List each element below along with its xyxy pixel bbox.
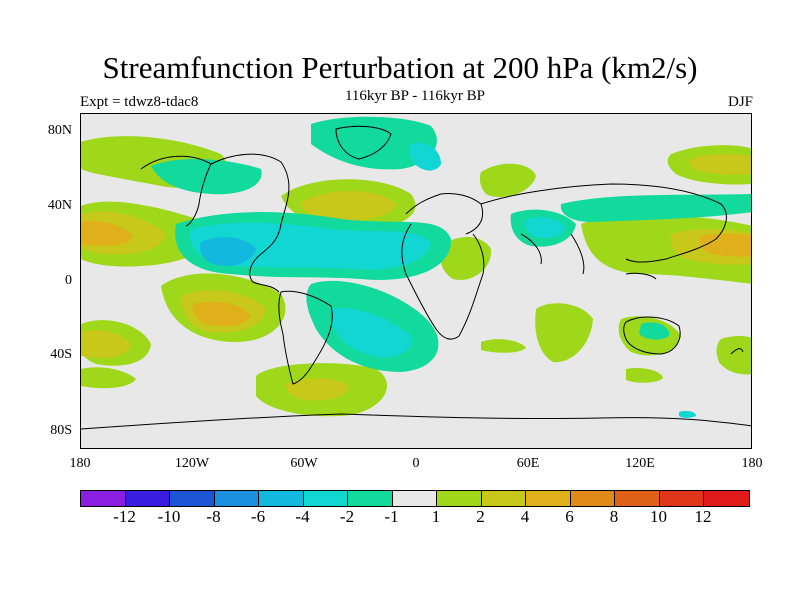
lon-label-60w: 60W (290, 456, 318, 471)
chart-subtitle: 116kyr BP - 116kyr BP (344, 88, 485, 104)
colorbar-label: 6 (565, 507, 574, 526)
colorbar-label: 12 (694, 507, 712, 526)
colorbar-label: -10 (157, 507, 181, 526)
colorbar-label: -4 (295, 507, 310, 526)
lon-label-120w: 120W (174, 456, 210, 471)
negative-anomalies (151, 116, 751, 418)
contour-map (81, 114, 751, 448)
lat-label-40n: 40N (47, 198, 72, 213)
colorbar-swatch (437, 491, 482, 506)
colorbar-swatch (392, 491, 437, 506)
colorbar-swatch (481, 491, 526, 506)
lat-label-80n: 80N (47, 123, 72, 138)
experiment-label: Expt = tdwz8-tdac8 (80, 94, 199, 110)
colorbar-swatch (348, 491, 393, 506)
colorbar-label: -8 (206, 507, 221, 526)
lat-label-eq: 0 (65, 273, 72, 288)
colorbar-swatch (526, 491, 571, 506)
colorbar (80, 490, 750, 507)
colorbar-swatch (214, 491, 259, 506)
colorbar-swatch (659, 491, 704, 506)
colorbar-label: -1 (384, 507, 399, 526)
colorbar-label: 1 (431, 507, 441, 526)
colorbar-label: 8 (609, 507, 619, 526)
colorbar-swatch (704, 491, 749, 506)
colorbar-label: 10 (650, 507, 667, 526)
colorbar-swatch (125, 491, 170, 506)
lon-label-0: 0 (412, 456, 420, 471)
lat-label-40s: 40S (50, 347, 72, 362)
lon-label-120e: 120E (625, 456, 655, 471)
lon-label-180e: 180 (741, 456, 763, 471)
colorbar-label: -2 (339, 507, 355, 526)
chart-title: Streamfunction Perturbation at 200 hPa (… (102, 50, 698, 85)
lon-label-60e: 60E (516, 456, 540, 471)
colorbar-label: 4 (520, 507, 530, 526)
map-panel (80, 113, 752, 449)
colorbar-swatch (570, 491, 615, 506)
colorbar-swatch (615, 491, 660, 506)
colorbar-label: -12 (113, 507, 136, 526)
colorbar-swatch (259, 491, 304, 506)
colorbar-label: -6 (250, 507, 266, 526)
season-label: DJF (727, 94, 753, 110)
coastlines (81, 125, 751, 430)
lon-label-180w: 180 (69, 456, 91, 471)
colorbar-swatch (81, 491, 126, 506)
colorbar-label: 2 (476, 507, 485, 526)
colorbar-swatch (170, 491, 215, 506)
colorbar-swatch (303, 491, 348, 506)
lat-label-80s: 80S (50, 423, 72, 438)
